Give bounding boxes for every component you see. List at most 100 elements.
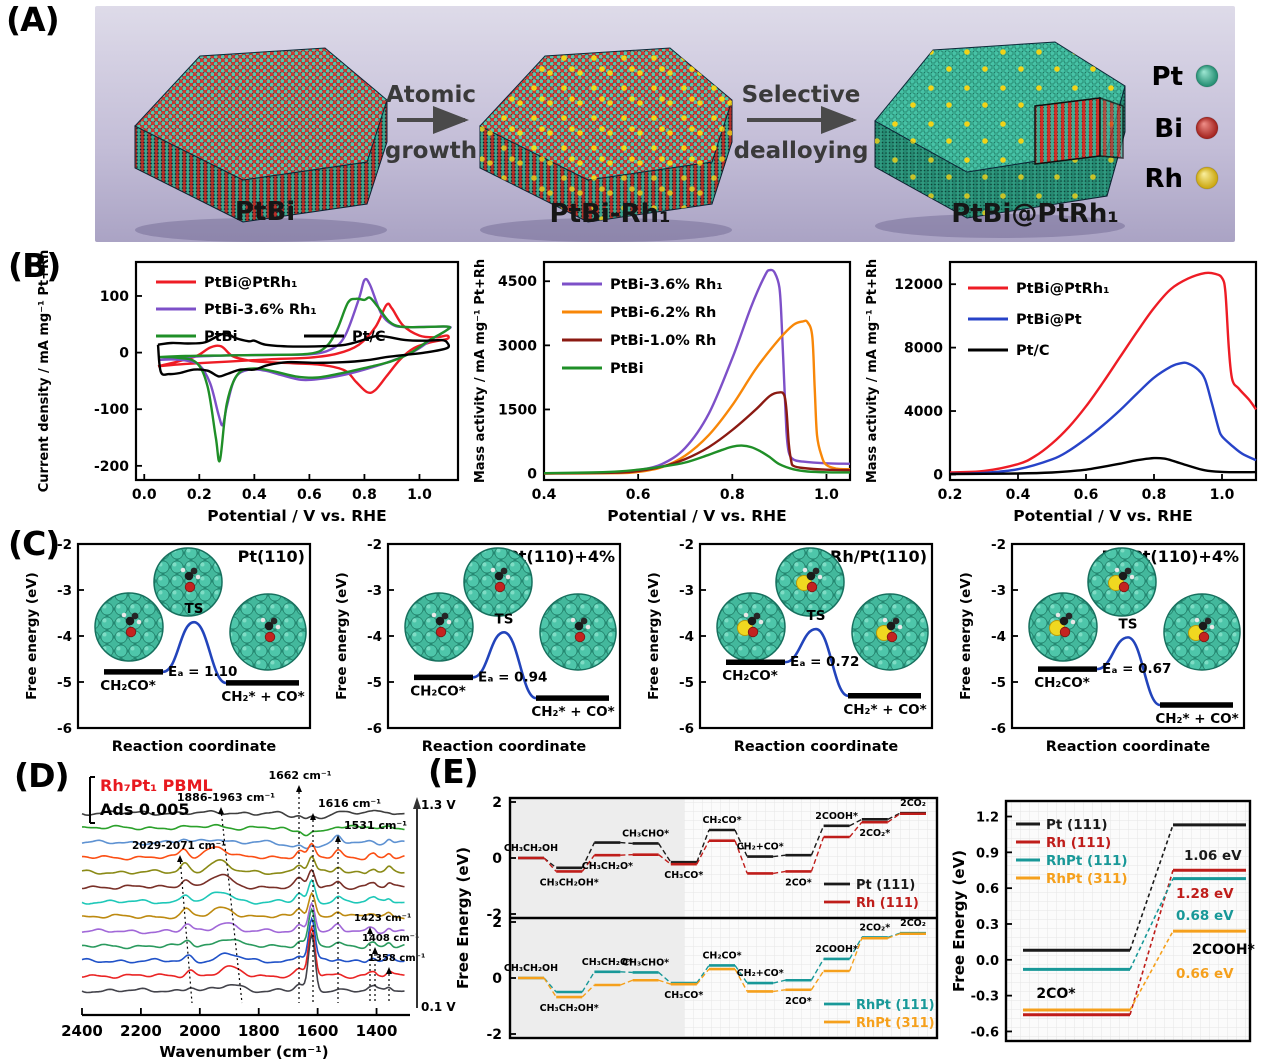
spectrum-line [81, 916, 405, 964]
ts-label: TS [1119, 616, 1138, 632]
y-tick-label: -4 [991, 629, 1006, 645]
h-atom [260, 617, 266, 623]
species-label: 2CO* [785, 996, 812, 1007]
y-tick-label: -3 [367, 583, 382, 599]
level-connector [810, 958, 825, 981]
legend-label: PtBi-3.6% Rh₁ [204, 302, 317, 318]
x-tick-label: 0.8 [1142, 487, 1167, 503]
c-atom [892, 617, 900, 625]
atomic-model-inset [404, 592, 474, 662]
h-atom [817, 574, 823, 580]
annotation-arrowhead [367, 927, 373, 934]
spectrum-line [81, 855, 405, 875]
level-connector [696, 965, 710, 984]
atomic-model-inset [539, 593, 617, 671]
y-tick-label: 0 [527, 467, 537, 483]
h-atom [570, 617, 576, 623]
ea-label: Eₐ = 0.72 [790, 654, 859, 670]
y-tick-label: -6 [679, 721, 694, 737]
species-label: CH₃CHO* [622, 828, 669, 839]
y-tick-label: -5 [679, 675, 694, 691]
series-line [949, 271, 1257, 474]
legend-label: PtBi [204, 329, 238, 345]
atomic-model-inset [229, 593, 307, 671]
legend-label: PtBi@PtRh₁ [204, 275, 297, 291]
c-atom [747, 616, 757, 626]
atomic-model-inset [153, 547, 223, 617]
y-tick-label: -6 [57, 721, 72, 737]
h-atom [802, 567, 808, 573]
stage-label: PtBi@PtRh₁ [951, 199, 1119, 229]
chart-energy-barrier-rhpt110-4pct: -2 -3 -4 -5 -6 Free energy (eV) Reaction coord… [950, 532, 1256, 764]
ts-label: TS [807, 608, 826, 624]
nanoplate [479, 47, 733, 242]
annotation-label: 2029-2071 cm⁻¹ [132, 840, 226, 852]
legend-label: PtBi-6.2% Rh [610, 305, 716, 321]
o-atom [125, 626, 137, 638]
x-tick-label: 2200 [120, 1022, 162, 1040]
y-tick-label: -2 [486, 907, 502, 923]
process-label-bottom: growth [385, 138, 477, 164]
level-connector [887, 812, 901, 820]
legend-label: PtBi [610, 361, 644, 377]
x-tick-label: 0.0 [132, 487, 157, 503]
spectrum-line [81, 878, 405, 905]
o-atom [1198, 631, 1210, 643]
legend-label: Rh (111) [1046, 835, 1111, 851]
c-atom [1065, 612, 1073, 620]
annotation-arrowhead [386, 967, 392, 974]
level-connector [581, 971, 595, 993]
c-atom [1059, 616, 1069, 626]
level-connector [849, 821, 863, 838]
annotation-arrowhead [296, 785, 302, 792]
stage-label: PtBi [235, 197, 295, 227]
spectrum-line [82, 842, 405, 861]
y-tick-label: 2 [492, 915, 502, 931]
spectrum-line [81, 901, 405, 935]
level-connector [543, 857, 557, 872]
energy-chart-C2: -2 -3 -4 -5 -6 Free energy (eV) Reaction coord… [334, 537, 622, 755]
x-tick-label: 1.0 [1210, 487, 1235, 503]
y-tick-label: 12000 [894, 277, 943, 293]
o-atom [1059, 626, 1071, 638]
c-atom [1124, 567, 1132, 575]
c-atom [1118, 571, 1128, 581]
species-label: CH₃CH₂O* [582, 861, 633, 872]
x-axis-label: Potential / V vs. RHE [1013, 507, 1192, 525]
h-atom [446, 619, 452, 625]
species-label: CH₂+CO* [737, 968, 784, 979]
y-tick-label: 0 [933, 467, 943, 483]
rh-dopant-overlay [480, 48, 732, 180]
level-connector [1129, 878, 1174, 970]
x-axis-label: Potential / V vs. RHE [607, 507, 786, 525]
energy-chart-C3: -2 -3 -4 -5 -6 Free energy (eV) Reaction coord… [646, 537, 934, 755]
legend-label: Pt/C [352, 329, 386, 345]
process-label-top: Selective [742, 82, 861, 108]
h-atom [195, 574, 201, 580]
initial-state-label: CH₂CO* [100, 678, 156, 694]
level-connector [1129, 824, 1174, 951]
c-atom [886, 621, 896, 631]
c-atom [435, 616, 445, 626]
level-connector [658, 854, 672, 865]
level-connector [773, 870, 786, 875]
y-axis-label: Free Energy (eV) [454, 847, 472, 989]
series-line [543, 444, 851, 475]
panel-e-label: (E) [428, 752, 479, 791]
y-tick-label: -5 [57, 675, 72, 691]
c-atom [125, 616, 135, 626]
h-atom [1055, 612, 1061, 618]
level-connector [620, 971, 633, 974]
chart-co-to-cooh-summary: 1.2 0.9 0.6 0.3 0.0 -0.3 -0.6 Free Energy (eV) P… [948, 766, 1266, 1060]
level-connector [773, 854, 786, 858]
plate-top [134, 47, 388, 181]
process-label-bottom: dealloying [734, 138, 869, 164]
annotation-label: 1886-1963 cm⁻¹ [177, 791, 275, 804]
level-connector [848, 937, 863, 960]
x-tick-label: 0.2 [938, 487, 963, 503]
process-label-top: Atomic [386, 82, 476, 108]
h-atom [1070, 619, 1076, 625]
h-atom [121, 612, 127, 618]
level-connector [810, 836, 825, 872]
atom-legend-label: Pt [1152, 62, 1183, 92]
